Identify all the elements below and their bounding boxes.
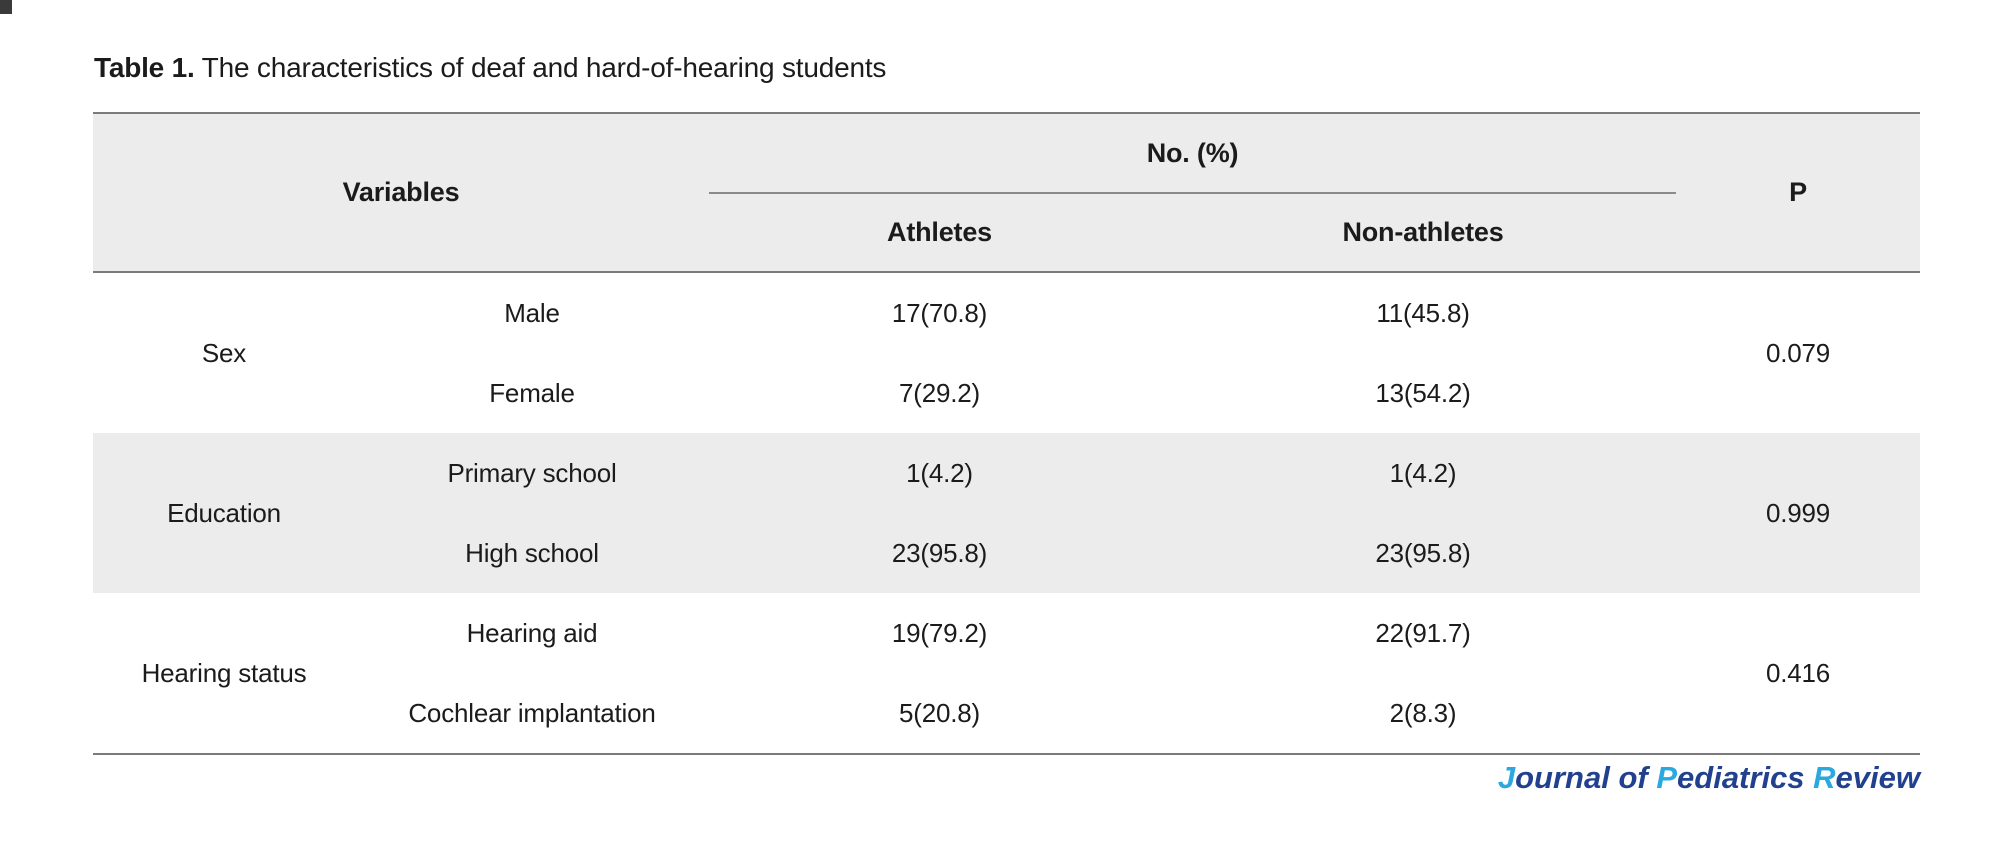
table-row: High school 23(95.8) 23(95.8) xyxy=(93,513,1920,593)
p-value-cell: 0.999 xyxy=(1676,433,1921,593)
non-athletes-value-cell: 2(8.3) xyxy=(1170,673,1677,754)
journal-logo: Journal of Pediatrics Review xyxy=(1498,756,1920,800)
athletes-value-cell: 7(29.2) xyxy=(709,353,1171,433)
table-row: Female 7(29.2) 13(54.2) xyxy=(93,353,1920,433)
level-cell: Female xyxy=(355,353,710,433)
athletes-value-cell: 23(95.8) xyxy=(709,513,1171,593)
table-row: Hearing status Hearing aid 19(79.2) 22(9… xyxy=(93,593,1921,754)
header-non-athletes: Non-athletes xyxy=(1170,193,1677,272)
athletes-value-cell: 17(70.8) xyxy=(709,272,1171,353)
header-athletes: Athletes xyxy=(709,193,1171,272)
variable-cell: Hearing status xyxy=(93,593,355,754)
p-value-cell: 0.416 xyxy=(1676,593,1921,754)
non-athletes-value-cell: 1(4.2) xyxy=(1170,433,1677,513)
header-row-top: Variables No. (%) P xyxy=(93,113,1921,272)
page-corner-artifact xyxy=(0,0,12,14)
journal-logo-text: ediatrics xyxy=(1677,760,1814,795)
level-cell: Hearing aid xyxy=(355,593,710,673)
variable-cell: Sex xyxy=(93,272,355,433)
header-variables: Variables xyxy=(93,113,710,272)
non-athletes-value-cell: 11(45.8) xyxy=(1170,272,1677,353)
table-header: Variables No. (%) P Athletes Non-athlete… xyxy=(93,113,1921,272)
athletes-value-cell: 19(79.2) xyxy=(709,593,1171,673)
p-value-cell: 0.079 xyxy=(1676,272,1921,433)
table-row: Cochlear implantation 5(20.8) 2(8.3) xyxy=(93,673,1920,754)
header-no-pct: No. (%) xyxy=(709,113,1677,194)
level-cell: Male xyxy=(355,272,710,353)
non-athletes-value-cell: 23(95.8) xyxy=(1170,513,1677,593)
athletes-value-cell: 1(4.2) xyxy=(709,433,1171,513)
caption-spacer xyxy=(195,52,202,83)
header-row-sub: Athletes Non-athletes xyxy=(93,193,1920,272)
journal-logo-initial: R xyxy=(1813,760,1836,795)
level-cell: Primary school xyxy=(355,433,710,513)
athletes-value-cell: 5(20.8) xyxy=(709,673,1171,754)
table-caption-text: The characteristics of deaf and hard-of-… xyxy=(201,52,887,83)
journal-logo-text: eview xyxy=(1835,760,1920,795)
header-p: P xyxy=(1676,113,1921,272)
journal-logo-initial: P xyxy=(1656,760,1678,795)
table-row: Sex Male 17(70.8) 11(45.8) 0.079 xyxy=(93,272,1921,433)
journal-logo-text: ournal of xyxy=(1515,760,1657,795)
table-row: Education Primary school 1(4.2) 1(4.2) 0… xyxy=(93,433,1921,593)
characteristics-table: Variables No. (%) P Athletes Non-athlete… xyxy=(93,112,1921,755)
table-caption-label: Table 1. xyxy=(94,52,195,83)
table-caption: Table 1. The characteristics of deaf and… xyxy=(94,50,886,86)
table-body: Sex Male 17(70.8) 11(45.8) 0.079 Female … xyxy=(93,272,1921,754)
level-cell: High school xyxy=(355,513,710,593)
level-cell: Cochlear implantation xyxy=(355,673,710,754)
journal-logo-initial: J xyxy=(1497,760,1516,795)
non-athletes-value-cell: 22(91.7) xyxy=(1170,593,1677,673)
variable-cell: Education xyxy=(93,433,355,593)
non-athletes-value-cell: 13(54.2) xyxy=(1170,353,1677,433)
